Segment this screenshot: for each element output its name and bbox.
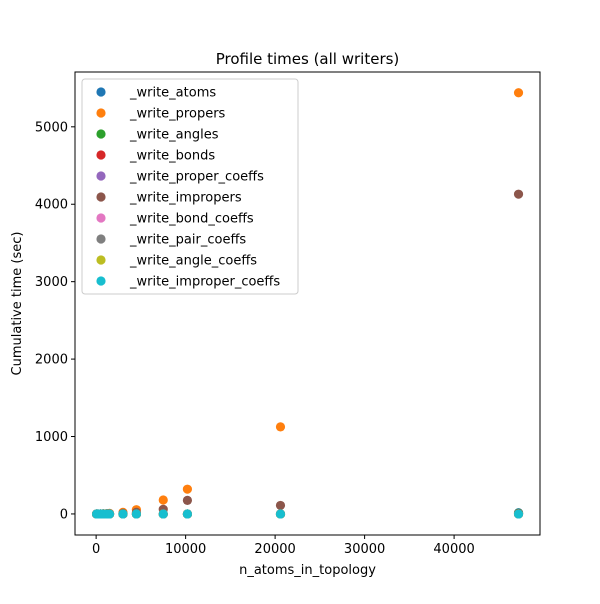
x-tick-label: 30000 [344,542,385,557]
legend-label: _write_impropers [129,191,242,206]
legend-marker [96,87,106,97]
data-point [158,495,168,505]
legend-box [81,78,299,295]
scatter-points [91,88,524,519]
legend-marker [96,234,106,244]
y-tick-label: 5000 [35,120,68,135]
legend-marker [96,213,106,223]
plot-frame [74,71,541,536]
data-point [104,509,115,519]
legend-marker [96,129,106,139]
legend: _write_atoms _write_propers _write_angles _… [81,78,299,295]
legend-label: _write_angle_coeffs [129,254,257,269]
legend-label: _write_angles [129,128,219,143]
data-point [513,189,524,199]
legend-label: _write_proper_coeffs [129,170,264,185]
legend-marker [96,108,106,118]
legend-label: _write_bond_coeffs [129,212,254,227]
y-tick-label: 0 [60,507,68,522]
legend-label: _write_propers [129,107,226,122]
legend-marker [96,276,106,286]
legend-marker [96,255,106,265]
legend-label: _write_bonds [129,149,215,164]
data-point [131,509,142,519]
data-point [118,509,128,519]
x-tick-label: 20000 [254,542,295,557]
legend-label: _write_pair_coeffs [129,233,246,248]
data-point [275,500,286,511]
y-tick-label: 2000 [35,353,68,368]
data-point [182,484,193,494]
y-tick-label: 3000 [35,275,68,290]
legend-marker [96,171,106,181]
y-tick-label: 4000 [35,198,68,213]
legend-label: _write_atoms [129,86,216,101]
data-point [275,509,286,519]
x-tick-label: 0 [92,542,100,557]
data-point [513,509,524,519]
x-axis-ticks: 0 10000 20000 30000 40000 [92,535,475,557]
x-tick-label: 10000 [165,542,206,557]
data-point [182,495,193,505]
data-point [513,88,524,98]
data-point [182,509,193,519]
chart-title: Profile times (all writers) [216,50,400,68]
x-axis-label: n_atoms_in_topology [239,563,376,578]
x-tick-label: 40000 [433,542,474,557]
data-point [275,422,286,432]
legend-label: _write_improper_coeffs [129,275,280,290]
data-point [158,509,168,519]
legend-marker [96,192,106,202]
legend-marker [96,150,106,160]
y-tick-label: 1000 [35,430,68,445]
y-axis-label: Cumulative time (sec) [10,232,25,376]
y-axis-ticks: 0 1000 2000 3000 4000 5000 [35,120,75,522]
